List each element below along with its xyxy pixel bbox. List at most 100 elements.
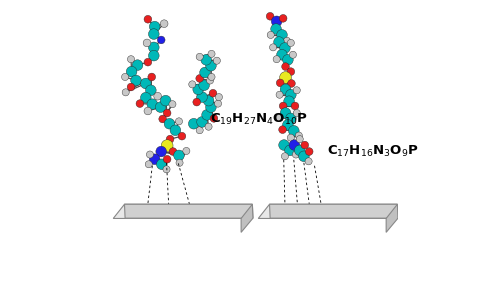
- Circle shape: [160, 20, 168, 28]
- Circle shape: [164, 118, 175, 129]
- Circle shape: [280, 102, 287, 110]
- Circle shape: [280, 108, 291, 118]
- Circle shape: [174, 150, 184, 161]
- Polygon shape: [241, 204, 253, 232]
- Circle shape: [287, 68, 294, 75]
- Circle shape: [148, 42, 159, 53]
- Circle shape: [298, 151, 309, 162]
- Polygon shape: [270, 204, 398, 218]
- Circle shape: [144, 15, 152, 23]
- Circle shape: [288, 126, 299, 136]
- Circle shape: [286, 113, 296, 124]
- Circle shape: [193, 98, 200, 106]
- Circle shape: [280, 43, 290, 53]
- Circle shape: [127, 83, 135, 91]
- Circle shape: [126, 66, 137, 77]
- Circle shape: [146, 151, 154, 158]
- Circle shape: [150, 154, 160, 165]
- Circle shape: [196, 92, 207, 102]
- Circle shape: [159, 115, 166, 123]
- Circle shape: [169, 148, 177, 155]
- Circle shape: [140, 78, 151, 89]
- Circle shape: [273, 56, 280, 63]
- Circle shape: [183, 147, 190, 155]
- Circle shape: [282, 120, 293, 130]
- Circle shape: [196, 53, 203, 60]
- Text: C$_{17}$H$_{16}$N$_{3}$O$_{9}$P: C$_{17}$H$_{16}$N$_{3}$O$_{9}$P: [327, 143, 418, 159]
- Circle shape: [276, 114, 283, 121]
- Circle shape: [188, 118, 199, 129]
- Circle shape: [266, 12, 274, 20]
- Polygon shape: [113, 204, 252, 218]
- Circle shape: [132, 60, 143, 70]
- Circle shape: [122, 89, 129, 96]
- Circle shape: [294, 145, 305, 156]
- Circle shape: [276, 79, 284, 87]
- Circle shape: [214, 100, 222, 107]
- Circle shape: [292, 151, 300, 158]
- Circle shape: [282, 54, 293, 65]
- Circle shape: [288, 80, 296, 87]
- Circle shape: [163, 166, 170, 173]
- Polygon shape: [386, 204, 398, 232]
- Circle shape: [288, 39, 294, 46]
- Circle shape: [214, 57, 220, 64]
- Circle shape: [301, 141, 308, 149]
- Circle shape: [206, 77, 214, 84]
- Circle shape: [200, 67, 210, 78]
- Circle shape: [276, 30, 287, 40]
- Circle shape: [128, 56, 134, 63]
- Circle shape: [176, 118, 182, 125]
- Circle shape: [148, 29, 159, 39]
- Circle shape: [136, 100, 143, 107]
- Circle shape: [122, 73, 128, 81]
- Circle shape: [161, 140, 173, 152]
- Circle shape: [289, 140, 300, 150]
- Circle shape: [148, 50, 159, 61]
- Circle shape: [216, 94, 222, 101]
- Circle shape: [284, 145, 296, 156]
- Polygon shape: [124, 204, 253, 218]
- Circle shape: [276, 49, 287, 60]
- Text: C$_{19}$H$_{27}$N$_{4}$O$_{10}$P: C$_{19}$H$_{27}$N$_{4}$O$_{10}$P: [210, 112, 308, 128]
- Circle shape: [203, 95, 214, 106]
- Circle shape: [140, 92, 151, 103]
- Circle shape: [284, 96, 294, 107]
- Circle shape: [176, 159, 183, 166]
- Circle shape: [144, 58, 152, 66]
- Circle shape: [146, 85, 156, 96]
- Circle shape: [290, 51, 296, 58]
- Circle shape: [267, 31, 274, 38]
- Circle shape: [196, 127, 203, 134]
- Circle shape: [293, 110, 300, 117]
- Circle shape: [276, 91, 283, 98]
- Circle shape: [199, 80, 209, 91]
- Circle shape: [144, 107, 152, 115]
- Circle shape: [288, 134, 294, 141]
- Circle shape: [206, 102, 216, 112]
- Circle shape: [164, 109, 171, 117]
- Circle shape: [293, 87, 300, 94]
- Circle shape: [188, 81, 196, 88]
- Circle shape: [202, 110, 212, 120]
- Circle shape: [280, 15, 287, 22]
- Circle shape: [143, 39, 151, 47]
- Circle shape: [286, 89, 296, 100]
- Polygon shape: [258, 204, 398, 218]
- Circle shape: [270, 24, 281, 34]
- Circle shape: [156, 102, 166, 112]
- Circle shape: [166, 135, 174, 143]
- Circle shape: [160, 95, 171, 106]
- Circle shape: [305, 158, 312, 165]
- Circle shape: [164, 155, 171, 163]
- Circle shape: [282, 153, 288, 160]
- Circle shape: [196, 117, 207, 127]
- Circle shape: [296, 132, 302, 139]
- Circle shape: [210, 115, 218, 122]
- Circle shape: [272, 16, 282, 27]
- Circle shape: [209, 89, 217, 97]
- Circle shape: [291, 102, 299, 110]
- Circle shape: [156, 146, 166, 157]
- Circle shape: [280, 84, 291, 95]
- Circle shape: [156, 159, 167, 170]
